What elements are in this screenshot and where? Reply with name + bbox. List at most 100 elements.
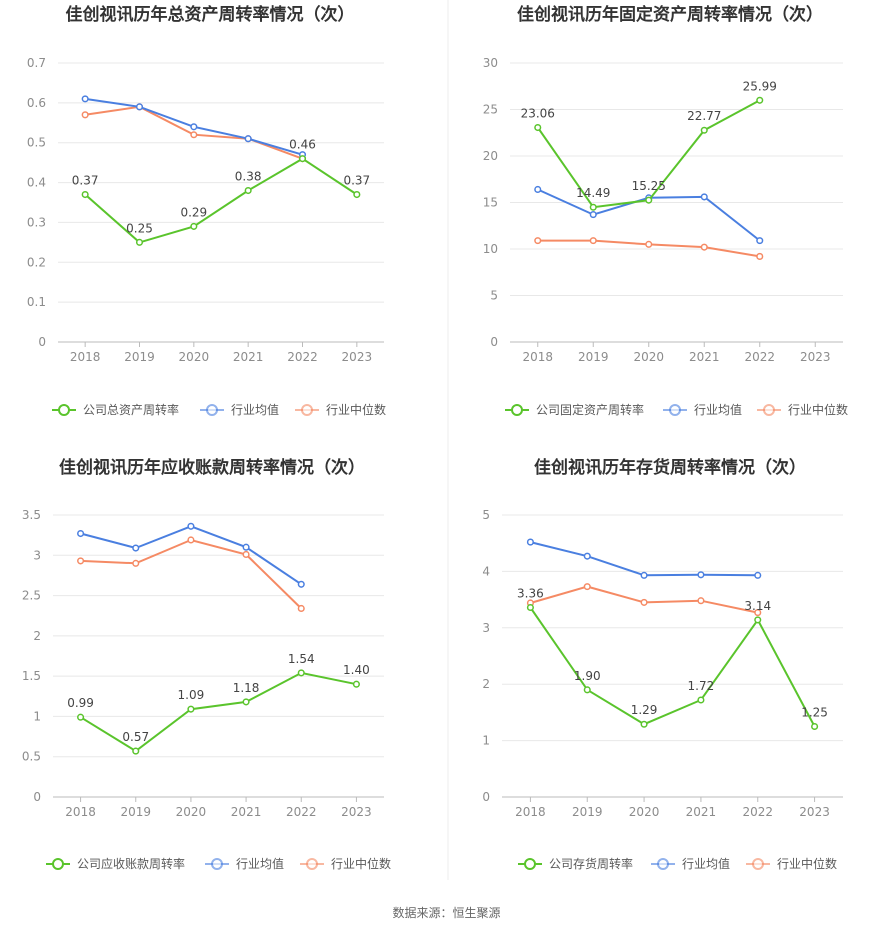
industry-average-series-point [583, 552, 591, 560]
y-tick-label: 0.4 [27, 176, 46, 190]
x-tick-label: 2018 [522, 350, 553, 364]
y-tick-label: 25 [483, 103, 498, 117]
company-series-line [529, 606, 816, 727]
chart-title: 佳创视讯历年总资产周转率情况（次） [66, 4, 355, 25]
company-series-point [754, 616, 762, 624]
industry-median-series-point [640, 598, 648, 606]
legend-label: 行业均值 [682, 856, 730, 871]
industry-median-series-point [187, 536, 195, 544]
industry-median-series-point [697, 597, 705, 605]
data-label: 23.06 [521, 107, 555, 121]
industry-median-series-point [756, 252, 764, 260]
x-tick-label: 2019 [572, 805, 603, 819]
industry-average-series-point [697, 571, 705, 579]
company-series-point [645, 196, 653, 204]
data-label: 0.38 [235, 170, 262, 184]
y-tick-label: 2 [33, 629, 41, 643]
y-tick-label: 0.5 [27, 136, 46, 150]
x-tick-label: 2021 [231, 805, 262, 819]
industry-average-series-point [700, 193, 708, 201]
company-series-point [297, 669, 305, 677]
data-label: 0.37 [72, 174, 99, 188]
legend-item-industry-average-series: 行业均值 [200, 402, 279, 417]
legend-marker [752, 858, 764, 870]
industry-median-series-point [77, 557, 85, 565]
data-label: 1.18 [233, 681, 260, 695]
legend-marker [58, 404, 70, 416]
y-tick-label: 1 [482, 734, 490, 748]
industry-average-series-point [526, 538, 534, 546]
legend-label: 公司固定资产周转率 [536, 402, 644, 417]
y-tick-label: 5 [490, 289, 498, 303]
legend-marker [511, 404, 523, 416]
x-tick-label: 2019 [124, 350, 155, 364]
legend-item-industry-average-series: 行业均值 [651, 856, 730, 871]
legend-label: 行业中位数 [331, 856, 391, 871]
legend-item-industry-average-series: 行业均值 [205, 856, 284, 871]
x-tick-label: 2021 [689, 350, 720, 364]
company-series-point [534, 123, 542, 132]
data-source-note: 数据来源：恒生聚源 [392, 906, 501, 920]
data-label: 1.72 [688, 679, 715, 693]
y-tick-label: 3.5 [22, 508, 41, 522]
y-tick-label: 0 [38, 335, 46, 349]
y-tick-label: 30 [483, 56, 498, 70]
data-label: 3.36 [517, 586, 544, 600]
data-label: 14.49 [576, 186, 610, 200]
legend-label: 公司应收账款周转率 [77, 856, 185, 871]
industry-average-series-point [297, 580, 305, 588]
x-tick-label: 2020 [179, 350, 210, 364]
x-tick-label: 2022 [286, 805, 317, 819]
y-tick-label: 0 [482, 790, 490, 804]
industry-average-series-point [534, 185, 542, 194]
y-tick-label: 3 [33, 548, 41, 562]
legend-label: 行业均值 [694, 402, 742, 417]
y-tick-label: 0.1 [27, 295, 46, 309]
legend-item-industry-average-series: 行业均值 [663, 402, 742, 417]
data-label: 1.29 [631, 703, 658, 717]
industry-median-series-point [132, 559, 140, 567]
legend-item-company-series: 公司固定资产周转率 [505, 402, 644, 417]
y-tick-label: 5 [482, 508, 490, 522]
company-series-point [187, 705, 195, 713]
x-tick-label: 2022 [287, 350, 318, 364]
x-tick-label: 2023 [342, 350, 373, 364]
legend-label: 行业中位数 [788, 402, 848, 417]
legend-item-industry-median-series: 行业中位数 [295, 402, 386, 417]
company-series-point [132, 747, 140, 755]
industry-average-series-point [589, 211, 597, 219]
industry-median-series-point [645, 240, 653, 248]
data-label: 0.99 [67, 696, 94, 710]
company-series-line [80, 671, 357, 753]
industry-average-series-point [81, 95, 89, 103]
industry-average-series-point [756, 237, 764, 245]
industry-average-series-point [187, 522, 195, 530]
company-series-point [589, 203, 597, 211]
legend-item-industry-median-series: 行业中位数 [757, 402, 848, 417]
legend-label: 公司存货周转率 [549, 856, 633, 871]
y-tick-label: 1 [33, 709, 41, 723]
company-series-point [135, 238, 144, 246]
data-label: 25.99 [743, 79, 777, 93]
industry-median-series-line [80, 538, 302, 610]
data-label: 3.14 [744, 599, 771, 613]
legend-marker [52, 858, 64, 870]
data-label: 1.90 [574, 669, 601, 683]
legend-marker [306, 858, 318, 870]
legend-marker [524, 858, 536, 870]
company-series-point [353, 190, 361, 199]
data-label: 1.09 [178, 688, 205, 702]
x-tick-label: 2020 [633, 350, 664, 364]
y-tick-label: 0.5 [22, 750, 41, 764]
x-tick-label: 2021 [233, 350, 264, 364]
company-series-point [756, 96, 764, 104]
legend-label: 行业中位数 [326, 402, 386, 417]
industry-average-series-point [132, 544, 140, 552]
x-tick-label: 2022 [744, 350, 775, 364]
x-tick-label: 2023 [800, 350, 831, 364]
y-tick-label: 4 [482, 564, 490, 578]
industry-median-series-point [297, 604, 305, 613]
industry-median-series-point [190, 131, 198, 139]
industry-median-series-point [81, 111, 89, 119]
